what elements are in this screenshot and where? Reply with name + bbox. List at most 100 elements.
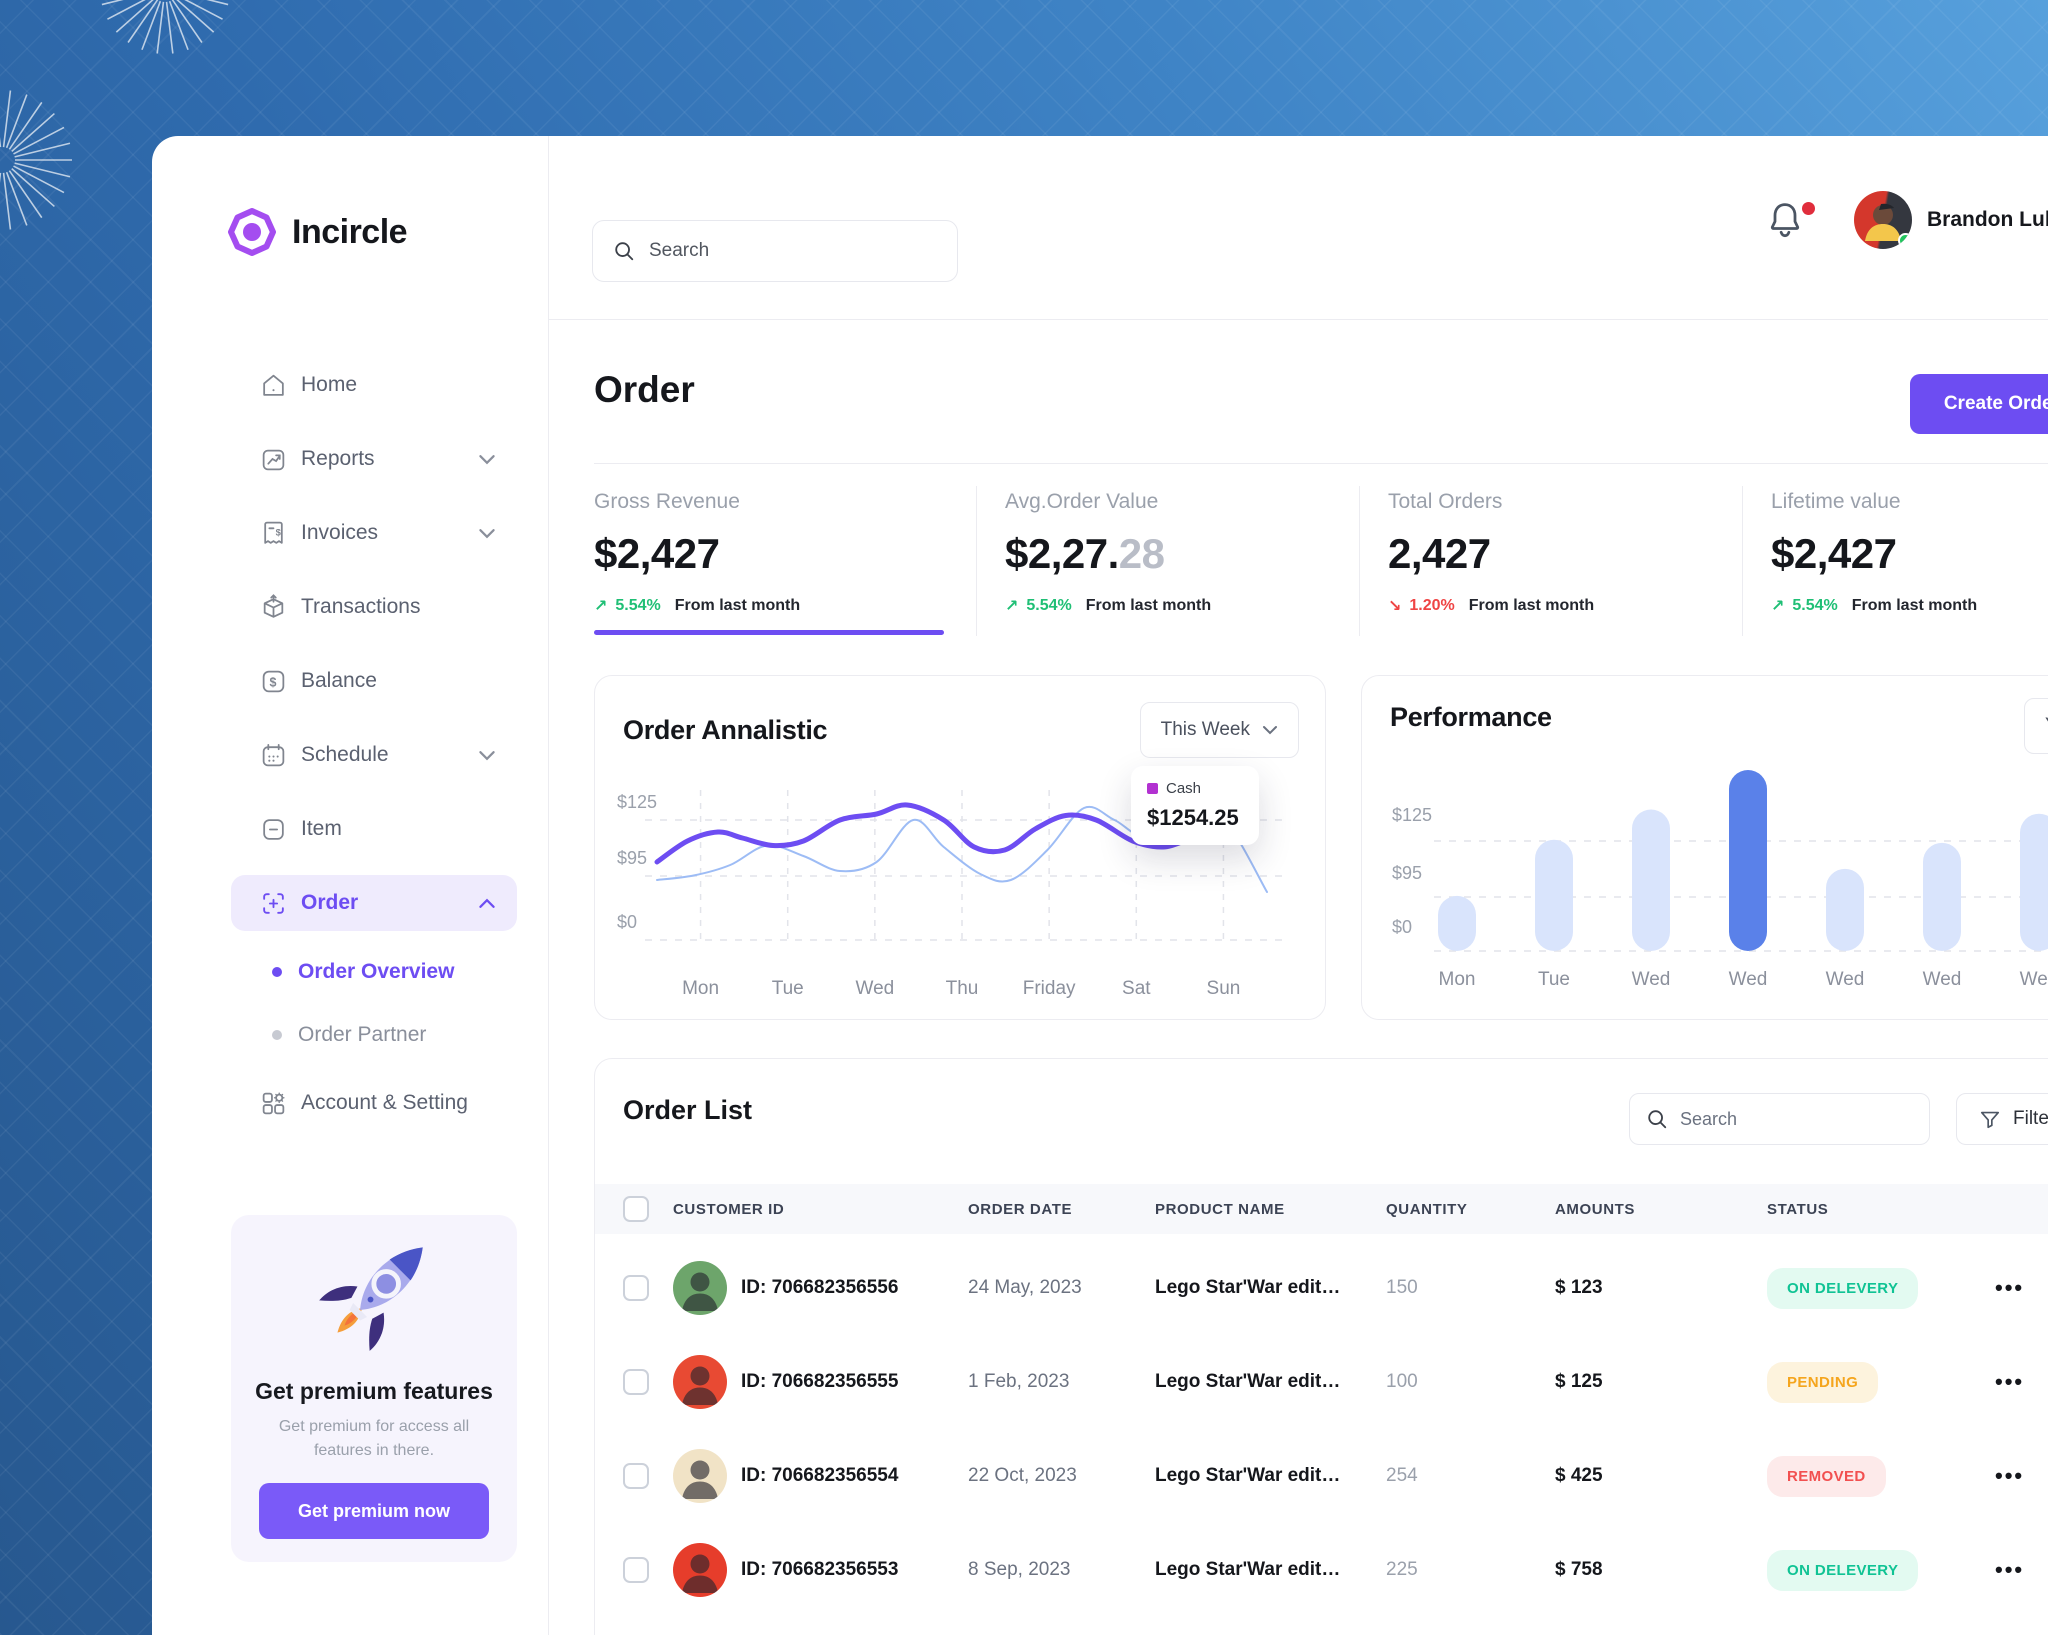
- column-header-order-date: ORDER DATE: [968, 1200, 1073, 1218]
- customer-id: ID: 706682356554: [741, 1465, 899, 1486]
- sidebar-item-schedule[interactable]: Schedule: [152, 718, 548, 792]
- divider: [594, 463, 2048, 464]
- order-list-card: Order List Filter CUSTOMER ID ORDER DATE P…: [594, 1058, 2048, 1635]
- chevron-up-icon: [479, 898, 495, 908]
- stat-gross-revenue[interactable]: Gross Revenue $2,427 ↗ 5.54% From last month: [594, 486, 977, 636]
- bar-wed-2[interactable]: [1632, 809, 1670, 951]
- bullet-icon: [272, 966, 282, 977]
- trend-down-icon: ↘: [1388, 598, 1402, 615]
- stat-note: From last month: [1468, 597, 1595, 614]
- user-avatar-photo: [1865, 203, 1901, 241]
- row-checkbox[interactable]: [623, 1275, 649, 1301]
- quantity: 254: [1386, 1465, 1418, 1486]
- premium-title: Get premium features: [255, 1378, 493, 1404]
- bullet-icon: [272, 1029, 282, 1040]
- row-checkbox[interactable]: [623, 1557, 649, 1583]
- user-menu[interactable]: Brandon Lubin: [1854, 191, 2048, 249]
- sidebar-item-account-setting[interactable]: Account & Setting: [152, 1066, 548, 1140]
- row-checkbox[interactable]: [623, 1463, 649, 1489]
- brand-logo[interactable]: Incircle: [228, 208, 408, 256]
- week-range-select[interactable]: This Week: [1139, 702, 1299, 758]
- customer-avatar: [673, 1449, 727, 1503]
- get-premium-button[interactable]: Get premium now: [259, 1483, 489, 1539]
- bar-wed-6[interactable]: [2020, 813, 2048, 951]
- svg-text:Thu: Thu: [946, 978, 979, 999]
- row-menu-button[interactable]: •••: [1995, 1557, 2025, 1582]
- filter-label: Filter: [2013, 1108, 2048, 1129]
- bar-chart: $125 $95 $0 Mon Tue Wed Wed Wed Wed Wed: [1392, 770, 2048, 990]
- sidebar: Incircle Home Reports $ Invoices Transaction…: [152, 136, 549, 1635]
- year-range-select[interactable]: Year: [2024, 698, 2048, 754]
- page-title: Order: [594, 369, 695, 410]
- incircle-logo-icon: [228, 208, 276, 256]
- svg-text:Tue: Tue: [1538, 969, 1570, 990]
- sidebar-item-invoices[interactable]: $ Invoices: [152, 496, 548, 570]
- table-body: ID: 706682356556 24 May, 2023 Lego Star'Wa…: [595, 1241, 2048, 1617]
- premium-card: Get premium features Get premium for acc…: [231, 1215, 517, 1562]
- svg-text:Wed: Wed: [1923, 969, 1962, 990]
- stat-avg-order-value: Avg.Order Value $2,27.28 ↗ 5.54% From last m…: [977, 486, 1360, 636]
- sidebar-item-reports[interactable]: Reports: [152, 422, 548, 496]
- select-all-checkbox[interactable]: [623, 1196, 649, 1222]
- amount: $ 125: [1555, 1371, 1603, 1392]
- svg-text:Wed: Wed: [1729, 969, 1768, 990]
- trend-up-icon: ↗: [1771, 598, 1785, 615]
- search-input[interactable]: [649, 240, 899, 262]
- stat-label: Avg.Order Value: [1005, 490, 1159, 513]
- row-menu-button[interactable]: •••: [1995, 1463, 2025, 1488]
- bar-tue-1[interactable]: [1535, 839, 1573, 951]
- svg-text:Mon: Mon: [1439, 969, 1476, 990]
- row-checkbox[interactable]: [623, 1369, 649, 1395]
- stat-value: $2,427: [1771, 530, 1897, 577]
- filter-button[interactable]: Filter: [1956, 1093, 2048, 1145]
- product-name: Lego Star'War edit…: [1155, 1277, 1341, 1298]
- range-select-value: Year: [2045, 715, 2048, 737]
- quantity: 150: [1386, 1277, 1418, 1298]
- sidebar-subitem-order-overview[interactable]: Order Overview: [152, 940, 548, 1003]
- user-avatar: [1854, 191, 1912, 249]
- stat-delta: 1.20%: [1409, 597, 1455, 614]
- bell-icon: [1770, 203, 1800, 238]
- row-menu-button[interactable]: •••: [1995, 1369, 2025, 1394]
- order-date: 1 Feb, 2023: [968, 1371, 1070, 1392]
- sidebar-item-item[interactable]: Item: [152, 792, 548, 866]
- bar-wed-3[interactable]: [1729, 770, 1767, 951]
- sidebar-item-balance[interactable]: $ Balance: [152, 644, 548, 718]
- order-search-input[interactable]: [1680, 1108, 1880, 1130]
- chevron-down-icon: [1263, 726, 1277, 735]
- sidebar-item-label: Account & Setting: [301, 1091, 468, 1114]
- column-header-quantity: QUANTITY: [1386, 1200, 1468, 1218]
- global-search[interactable]: [592, 220, 958, 282]
- stat-value: $2,27.28: [1005, 530, 1165, 577]
- stat-label: Lifetime value: [1771, 490, 1901, 513]
- sidebar-item-label: Item: [301, 817, 342, 840]
- bar-wed-5[interactable]: [1923, 842, 1961, 951]
- sidebar-item-order[interactable]: Order: [231, 875, 517, 931]
- column-header-status: STATUS: [1767, 1200, 1829, 1218]
- svg-text:$: $: [270, 675, 277, 689]
- status-badge: ON DELEVERY: [1767, 1267, 1919, 1309]
- row-menu-button[interactable]: •••: [1995, 1275, 2025, 1300]
- stat-note: From last month: [674, 597, 801, 614]
- product-name: Lego Star'War edit…: [1155, 1371, 1341, 1392]
- sidebar-item-home[interactable]: Home: [152, 348, 548, 422]
- stat-delta: 5.54%: [1792, 597, 1838, 614]
- stats-row: Gross Revenue $2,427 ↗ 5.54% From last month…: [594, 486, 2048, 636]
- online-status-dot: [1898, 233, 1912, 248]
- sidebar-item-transactions[interactable]: Transactions: [152, 570, 548, 644]
- order-list-title: Order List: [623, 1095, 753, 1125]
- sidebar-item-label: Home: [301, 373, 358, 396]
- customer-avatar: [673, 1543, 727, 1597]
- chevron-down-icon: [479, 750, 495, 760]
- bar-mon-0[interactable]: [1438, 895, 1476, 951]
- sidebar-subitem-order-partner[interactable]: Order Partner: [152, 1003, 548, 1066]
- notification-bell[interactable]: [1766, 200, 1822, 256]
- order-list-search[interactable]: [1629, 1093, 1930, 1145]
- column-header-customer-id: CUSTOMER ID: [673, 1200, 785, 1218]
- sidebar-item-label: Balance: [301, 669, 377, 692]
- product-name: Lego Star'War edit…: [1155, 1465, 1341, 1486]
- create-order-button[interactable]: Create Order: [1909, 374, 2048, 434]
- bar-wed-4[interactable]: [1826, 868, 1864, 951]
- status-badge: ON DELEVERY: [1767, 1549, 1919, 1591]
- starburst-decoration: [101, 0, 229, 54]
